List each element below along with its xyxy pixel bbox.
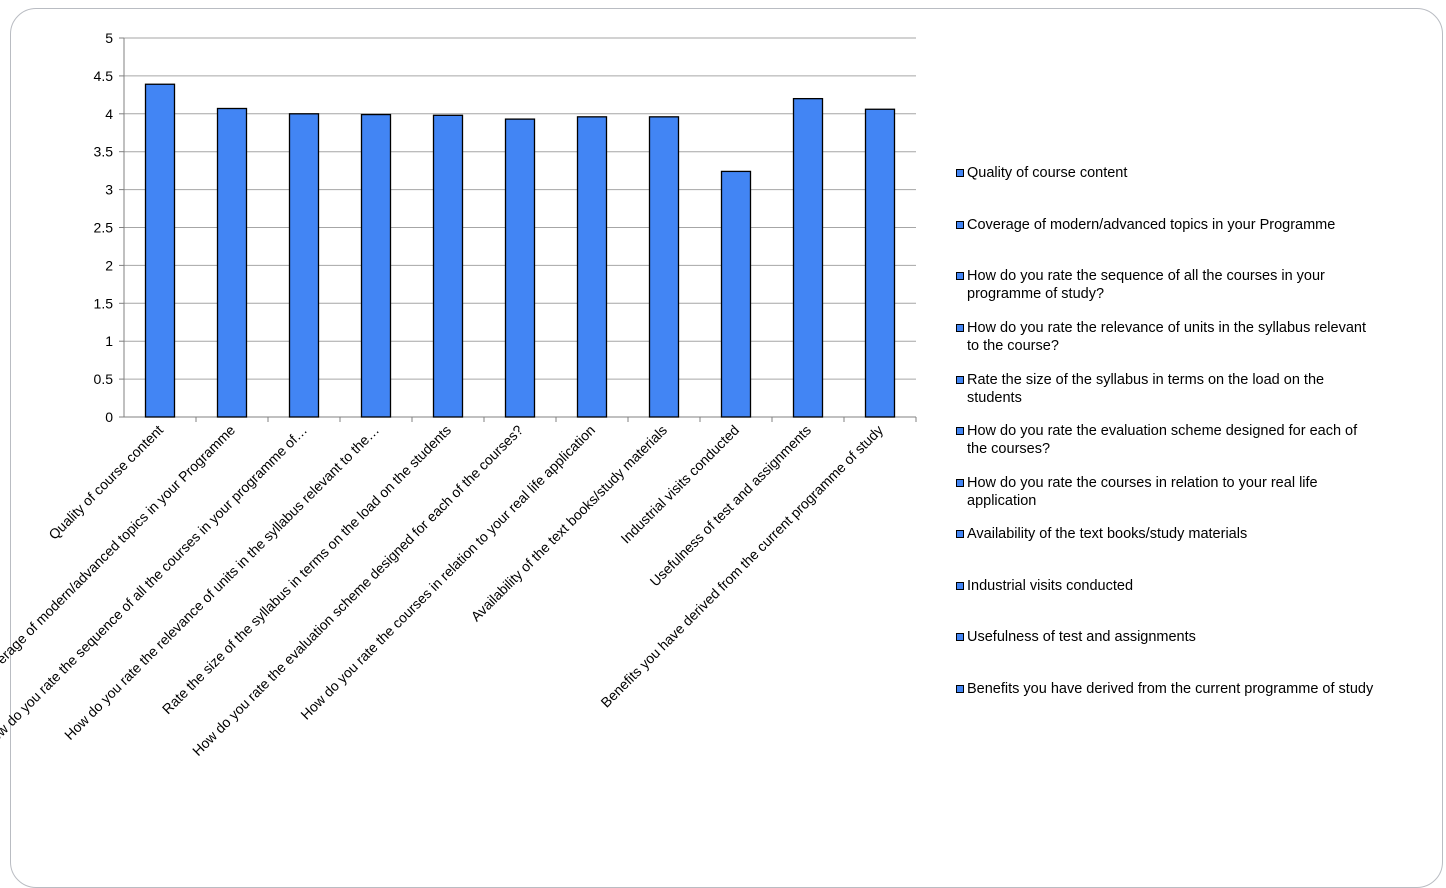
legend-label: Benefits you have derived from the curre… — [967, 680, 1426, 698]
legend-label: How do you rate the courses in relation … — [967, 474, 1426, 510]
x-tick-label: Quality of course content — [45, 422, 166, 543]
legend-item: How do you rate the sequence of all the … — [956, 267, 1426, 303]
bar — [576, 116, 608, 418]
y-tick-label: 3.5 — [94, 144, 114, 160]
legend-label-line: How do you rate the courses in relation … — [967, 475, 1318, 491]
legend-item: Benefits you have derived from the curre… — [956, 680, 1426, 698]
legend-swatch — [956, 324, 964, 332]
legend-swatch — [956, 427, 964, 435]
legend-label: Availability of the text books/study mat… — [967, 525, 1426, 543]
legend-item: Rate the size of the syllabus in terms o… — [956, 371, 1426, 407]
legend-item: Industrial visits conducted — [956, 577, 1426, 595]
bar — [216, 107, 248, 418]
y-tick-label: 0.5 — [94, 371, 114, 387]
bar — [360, 113, 392, 418]
legend-label-line: the courses? — [967, 441, 1051, 457]
legend-label-line: How do you rate the relevance of units i… — [967, 320, 1366, 336]
legend-label-line: to the course? — [967, 338, 1059, 354]
x-tick-label: Usefulness of test and assignments — [647, 422, 815, 590]
legend-label-line: application — [967, 493, 1037, 509]
legend-swatch — [956, 221, 964, 229]
x-tick-label: How do you rate the sequence of all the … — [0, 422, 310, 752]
legend-label: Industrial visits conducted — [967, 577, 1426, 595]
legend-label: How do you rate the sequence of all the … — [967, 267, 1426, 303]
bar — [792, 97, 824, 418]
legend-label-line: Industrial visits conducted — [967, 578, 1134, 594]
legend-label: How do you rate the evaluation scheme de… — [967, 422, 1426, 458]
legend-label-line: Rate the size of the syllabus in terms o… — [967, 372, 1325, 388]
slide-frame — [10, 8, 1443, 888]
legend-swatch — [956, 530, 964, 538]
legend-swatch — [956, 272, 964, 280]
legend-label-line: How do you rate the sequence of all the … — [967, 268, 1325, 284]
bar — [648, 116, 680, 418]
bar — [864, 108, 896, 418]
legend-label-line: Availability of the text books/study mat… — [967, 526, 1248, 542]
legend-swatch — [956, 376, 964, 384]
y-tick-label: 4.5 — [94, 68, 114, 84]
y-tick-label: 2.5 — [94, 220, 114, 236]
legend-item: Coverage of modern/advanced topics in yo… — [956, 216, 1426, 234]
legend-label-line: students — [967, 390, 1022, 406]
legend-item: Quality of course content — [956, 164, 1426, 182]
legend-item: How do you rate the courses in relation … — [956, 474, 1426, 510]
legend-swatch — [956, 479, 964, 487]
legend-label: How do you rate the relevance of units i… — [967, 319, 1426, 355]
legend-label-line: How do you rate the evaluation scheme de… — [967, 423, 1358, 439]
legend-label: Quality of course content — [967, 164, 1426, 182]
bar — [288, 113, 320, 418]
legend-label: Rate the size of the syllabus in terms o… — [967, 371, 1426, 407]
legend-swatch — [956, 582, 964, 590]
y-tick-label: 5 — [105, 30, 113, 46]
legend-label: Coverage of modern/advanced topics in yo… — [967, 216, 1426, 234]
legend-label-line: Coverage of modern/advanced topics in yo… — [967, 217, 1336, 233]
y-tick-label: 2 — [105, 257, 113, 273]
legend-item: How do you rate the evaluation scheme de… — [956, 422, 1426, 458]
legend-label: Usefulness of test and assignments — [967, 628, 1426, 646]
y-tick-label: 3 — [105, 182, 113, 198]
legend-swatch — [956, 685, 964, 693]
legend-item: How do you rate the relevance of units i… — [956, 319, 1426, 355]
legend-label-line: Usefulness of test and assignments — [967, 629, 1196, 645]
x-tick-label: Industrial visits conducted — [617, 422, 742, 547]
legend-label-line: Quality of course content — [967, 165, 1128, 181]
x-tick-label: How do you rate the evaluation scheme de… — [189, 422, 526, 759]
legend-item: Usefulness of test and assignments — [956, 628, 1426, 646]
bar-chart: 0 0.5 1 1.5 2 2.5 3 3.5 4 4.5 5 Quality of course c… — [0, 30, 917, 759]
bar — [504, 118, 536, 418]
x-tick-label: Benefits you have derived from the curre… — [597, 422, 886, 711]
bar — [144, 83, 176, 418]
y-tick-label: 4 — [105, 106, 113, 122]
legend-item: Availability of the text books/study mat… — [956, 525, 1426, 543]
bar — [432, 114, 464, 418]
legend-label-line: programme of study? — [967, 286, 1105, 302]
y-tick-label: 0 — [105, 409, 113, 425]
y-tick-label: 1.5 — [94, 295, 114, 311]
bar — [720, 170, 752, 418]
legend-label-line: Benefits you have derived from the curre… — [967, 681, 1374, 697]
y-tick-label: 1 — [105, 333, 113, 349]
legend-swatch — [956, 169, 964, 177]
legend-swatch — [956, 633, 964, 641]
